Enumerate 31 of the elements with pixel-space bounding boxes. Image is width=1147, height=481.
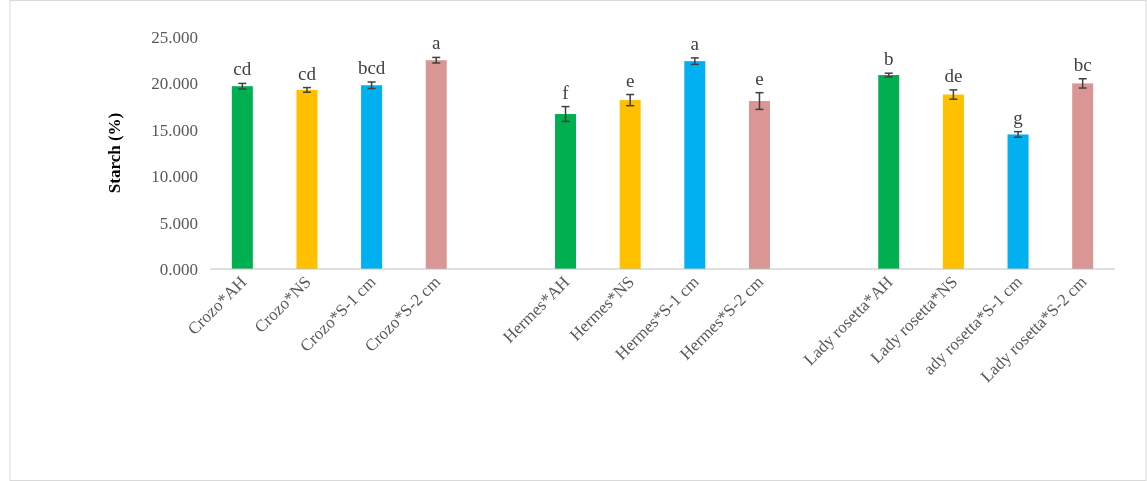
annotation: cd [233,58,252,80]
y-tick-label: 25.000 [151,27,198,47]
bar [425,60,447,269]
bar [296,89,318,269]
annotation: a [690,32,700,54]
annotation: b [884,48,894,70]
annotation: de [944,64,963,86]
annotation: cd [298,62,317,84]
bar [748,101,770,269]
annotation: g [1013,106,1024,128]
y-tick-label: 5.000 [159,213,198,233]
bar [942,94,964,269]
y-axis-title: Starch (%) [105,112,124,194]
bar [361,85,383,269]
bar [1072,83,1094,269]
bar [1007,134,1029,269]
y-tick-label: 0.000 [159,259,198,279]
annotation: e [755,67,764,89]
bar [231,86,253,269]
y-tick-label: 20.000 [151,74,198,94]
y-tick-label: 10.000 [151,167,198,187]
bar [619,100,641,269]
bar [878,75,900,269]
y-tick-label: 15.000 [151,120,198,140]
annotation: bc [1073,53,1092,75]
annotation: bcd [357,57,386,79]
bar [684,61,706,269]
annotation: e [625,69,635,91]
annotation: a [432,32,442,54]
bar [555,114,577,269]
annotation: f [562,81,570,103]
